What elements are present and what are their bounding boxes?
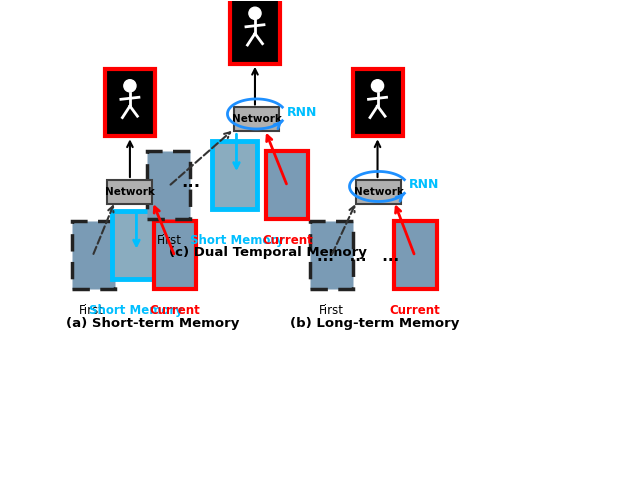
Text: First: First	[78, 304, 104, 317]
FancyBboxPatch shape	[394, 221, 436, 289]
FancyBboxPatch shape	[266, 151, 308, 219]
Text: (b) Long-term Memory: (b) Long-term Memory	[291, 316, 460, 329]
FancyBboxPatch shape	[310, 221, 353, 289]
Text: Current: Current	[262, 234, 313, 247]
Text: (c) Dual Temporal Memory: (c) Dual Temporal Memory	[168, 246, 367, 260]
Text: Network: Network	[232, 115, 282, 124]
FancyBboxPatch shape	[108, 180, 152, 204]
Circle shape	[124, 79, 136, 92]
FancyBboxPatch shape	[356, 180, 401, 204]
Text: ...: ...	[181, 174, 200, 192]
FancyBboxPatch shape	[72, 221, 115, 289]
Text: (a) Short-term Memory: (a) Short-term Memory	[66, 316, 239, 329]
FancyBboxPatch shape	[113, 211, 157, 279]
Text: RNN: RNN	[409, 179, 440, 192]
Text: Current: Current	[150, 304, 200, 317]
FancyBboxPatch shape	[234, 108, 279, 131]
Text: Current: Current	[390, 304, 440, 317]
Text: First: First	[319, 304, 344, 317]
FancyBboxPatch shape	[105, 69, 155, 136]
FancyBboxPatch shape	[230, 0, 280, 64]
Circle shape	[371, 79, 383, 92]
Text: RNN: RNN	[287, 106, 317, 119]
Text: Short Memory: Short Memory	[189, 234, 284, 247]
FancyBboxPatch shape	[154, 221, 196, 289]
FancyBboxPatch shape	[353, 69, 403, 136]
FancyBboxPatch shape	[212, 141, 257, 209]
Text: Network: Network	[105, 187, 155, 197]
Text: First: First	[156, 234, 181, 247]
Circle shape	[249, 7, 261, 19]
FancyBboxPatch shape	[147, 151, 190, 219]
Text: Short Memory: Short Memory	[90, 304, 183, 317]
Text: Network: Network	[353, 187, 403, 197]
Text: ...   ...   ...: ... ... ...	[317, 249, 399, 264]
